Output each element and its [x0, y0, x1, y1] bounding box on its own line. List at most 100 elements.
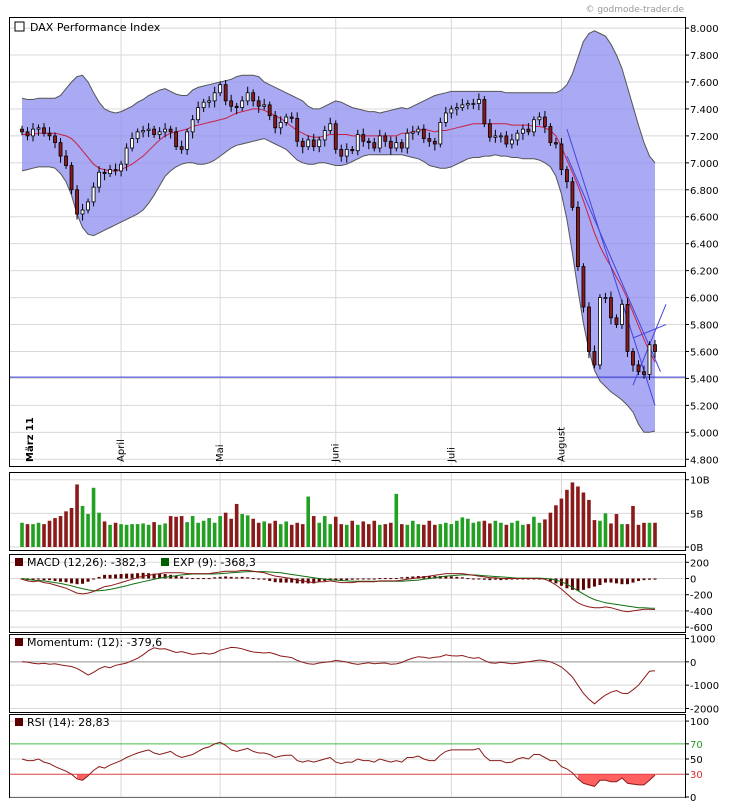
candle-body [223, 84, 228, 102]
candle-body [135, 131, 140, 139]
volume-bar [554, 505, 558, 547]
volume-bar [201, 520, 206, 547]
candle-body [454, 107, 459, 110]
volume-bar [543, 519, 547, 547]
candle-body [548, 126, 553, 144]
volume-bar [273, 520, 277, 547]
volume-bar [152, 522, 156, 547]
candle-body [410, 131, 415, 134]
volume-bar [394, 493, 399, 547]
volume-bar [532, 516, 536, 547]
volume-bar [69, 507, 74, 547]
volume-bar [295, 522, 300, 547]
macd-line [21, 569, 656, 613]
macd-histogram-bar [361, 578, 365, 580]
price-y-tick-label: 7.000 [690, 159, 719, 170]
candle-body [190, 119, 195, 133]
candle-body [631, 351, 635, 366]
candle-body [388, 140, 393, 149]
candle-body [20, 128, 24, 133]
macd-histogram-bar [548, 578, 552, 582]
macd-histogram-bar [246, 577, 250, 579]
macd-histogram-bar [372, 578, 376, 580]
trend-line [566, 155, 661, 372]
candle-body [625, 303, 630, 352]
macd-histogram-bar [75, 578, 79, 585]
volume-bar [631, 505, 635, 547]
volume-bar [581, 492, 586, 547]
volume-bar [207, 518, 211, 547]
macd-histogram-bar [202, 578, 206, 580]
candle-body [179, 146, 184, 150]
volume-bar [620, 524, 624, 547]
exp-legend-label: EXP (9): -368,3 [173, 556, 256, 569]
candle-body [97, 171, 101, 188]
candle-body [543, 116, 547, 127]
price-y-tick-label: 7.600 [690, 78, 719, 89]
price-y-tick-label: 5.200 [690, 401, 719, 412]
volume-bar [262, 521, 266, 547]
macd-histogram-bar [279, 578, 283, 583]
candle-body [91, 186, 96, 203]
macd-histogram-bar [383, 578, 387, 580]
macd-y-tick-label: -200 [690, 591, 713, 602]
rsi-y-tick-label: 70 [690, 740, 703, 751]
volume-bar [157, 524, 162, 547]
macd-histogram-bar [598, 578, 602, 585]
macd-histogram-bar [235, 577, 239, 579]
momentum-y-tick-label: -1000 [690, 681, 719, 692]
candle-body [581, 266, 586, 308]
price-y-tick-label: 5.600 [690, 347, 719, 358]
price-y-tick-label: 5.800 [690, 321, 719, 332]
price-y-tick-label: 7.400 [690, 105, 719, 116]
macd-histogram-bar [488, 578, 492, 581]
price-y-tick-label: 6.600 [690, 213, 719, 224]
price-y-tick-label: 6.400 [690, 240, 719, 251]
volume-bar [455, 520, 459, 547]
volume-bar [58, 516, 63, 547]
volume-bar [256, 522, 261, 547]
volume-bar [400, 524, 404, 547]
macd-histogram-bar [108, 574, 112, 579]
macd-histogram-bar [493, 578, 497, 580]
candle-body [64, 155, 68, 166]
candle-body [609, 297, 613, 319]
candle-body [372, 142, 377, 149]
candle-body [504, 135, 509, 145]
volume-bar [350, 520, 355, 547]
volume-bar [31, 524, 35, 547]
volume-bar [289, 524, 294, 547]
volume-bar [25, 524, 30, 547]
macd-histogram-bar [394, 578, 398, 580]
volume-bar [113, 522, 118, 547]
volume-bar [229, 518, 233, 547]
volume-bar [388, 522, 393, 547]
macd-histogram-bar [565, 578, 569, 589]
macd-histogram-bar [268, 578, 272, 581]
candle-body [537, 116, 542, 121]
macd-histogram-bar [609, 578, 613, 583]
candle-body [218, 84, 223, 94]
volume-bar [47, 520, 52, 547]
candle-body [300, 140, 305, 148]
candle-body [383, 135, 388, 142]
macd-histogram-bar [631, 578, 635, 583]
price-y-tick-label: 6.000 [690, 294, 719, 305]
rsi-y-tick-label: 50 [690, 755, 703, 766]
candle-body [416, 128, 421, 133]
price-y-tick-label: 4.800 [690, 455, 719, 466]
volume-bar [163, 523, 167, 547]
volume-bar [653, 522, 657, 547]
rsi-y-tick-label: 0 [690, 793, 696, 804]
macd-histogram-bar [37, 578, 41, 580]
volume-bar [548, 512, 553, 547]
macd-histogram-bar [147, 573, 151, 579]
candle-body [333, 123, 338, 150]
candle-body [108, 169, 112, 175]
macd-histogram-bar [499, 578, 503, 581]
candle-body [240, 100, 245, 109]
macd-histogram-bar [378, 578, 382, 580]
macd-histogram-bar [158, 574, 162, 579]
candle-body [366, 140, 371, 144]
